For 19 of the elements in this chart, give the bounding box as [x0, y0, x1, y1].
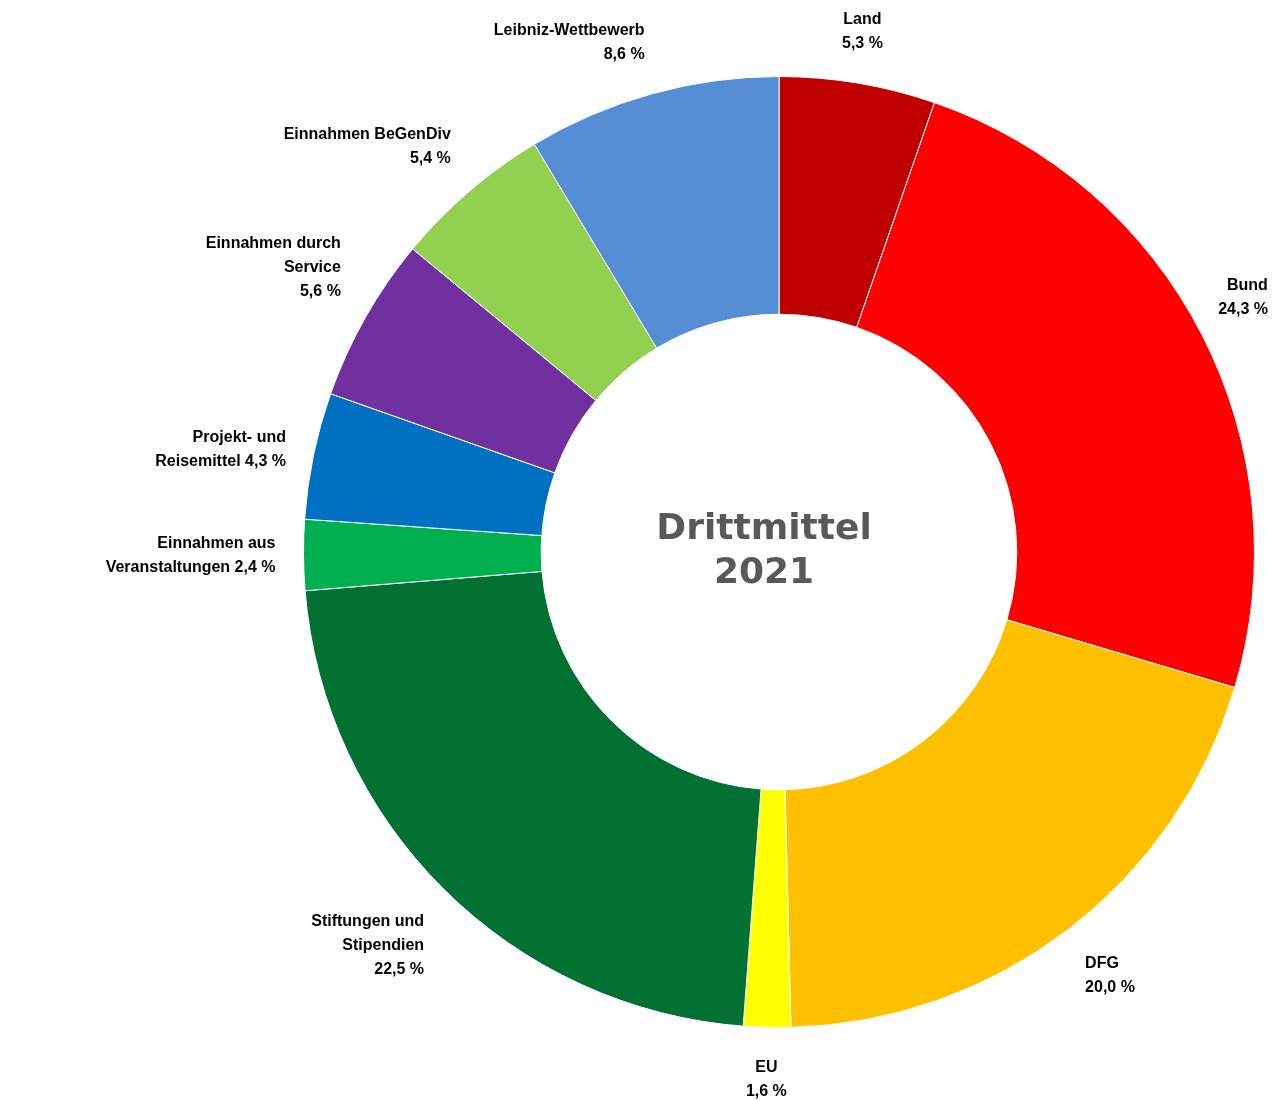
data-label: 22,5 %	[374, 959, 425, 977]
slice-label: Stiftungen und Stipendien	[311, 911, 425, 953]
data-label: 5,4 %	[409, 148, 451, 166]
data-label: 1,6 %	[745, 1081, 787, 1099]
data-label: 24,3 %	[1218, 300, 1268, 318]
data-label: 8,6 %	[603, 45, 645, 63]
slice-label: EU	[755, 1057, 778, 1075]
data-label: 5,3 %	[841, 33, 883, 51]
slice-label: Leibniz-Wettbewerb	[493, 21, 645, 39]
slice-label: Bund	[1226, 276, 1268, 294]
slice-label: Einnahmen durch Service	[205, 234, 341, 276]
data-label: 20,0 %	[1085, 978, 1135, 996]
slice-label: Einnahmen BeGenDiv	[283, 124, 451, 142]
slice-label: DFG	[1085, 954, 1119, 972]
slice-label: Projekt- und Reisemittel 4,3 %	[155, 428, 286, 470]
data-label: 5,6 %	[299, 282, 341, 300]
slice-label: Land	[843, 9, 882, 27]
slice-label: Einnahmen aus Veranstaltungen 2,4 %	[105, 533, 276, 575]
text: Drittmittel 2021	[656, 506, 872, 592]
